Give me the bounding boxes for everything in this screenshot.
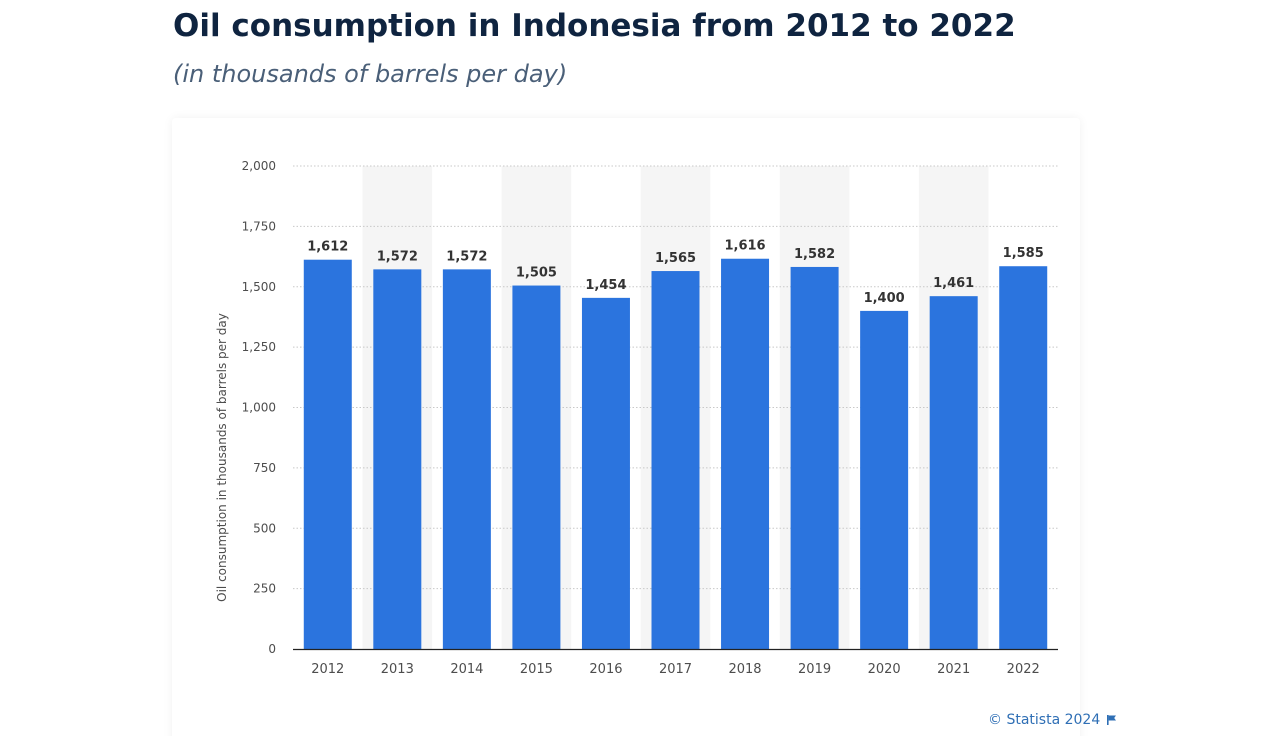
bar-2022 <box>999 266 1048 649</box>
y-tick-label: 750 <box>253 461 276 475</box>
y-tick-label: 250 <box>253 582 276 596</box>
y-tick-label: 1,000 <box>242 401 276 415</box>
x-axis-ticks: 2012 2013 2014 2015 2016 2017 2018 2019 2020 2021… <box>311 662 1040 677</box>
y-tick-label: 1,250 <box>242 340 276 354</box>
credit-text[interactable]: © Statista 2024 <box>988 712 1101 728</box>
y-axis-title: Oil consumption in thousands of barrels … <box>215 313 229 602</box>
data-label-2022: 1,585 <box>1003 246 1044 261</box>
data-label-2018: 1,616 <box>724 239 765 254</box>
data-label-2012: 1,612 <box>307 240 348 255</box>
bar-2016 <box>581 297 630 649</box>
y-tick-label: 500 <box>253 521 276 535</box>
value-labels: 1,612 1,572 1,572 1,505 1,454 1,565 1,616 1,582… <box>307 239 1044 306</box>
y-tick-label: 1,750 <box>242 219 276 233</box>
data-label-2015: 1,505 <box>516 266 557 281</box>
y-axis-ticks: 0 250 500 750 1,000 1,250 1,500 1,750 2,000 <box>242 159 276 656</box>
chart-subtitle: (in thousands of barrels per day) <box>173 60 568 88</box>
y-tick-label: 2,000 <box>242 159 276 173</box>
data-label-2017: 1,565 <box>655 251 696 266</box>
data-label-2013: 1,572 <box>377 249 418 264</box>
data-label-2020: 1,400 <box>864 291 905 306</box>
bar-2013 <box>373 269 422 649</box>
x-tick-label-2016: 2016 <box>589 662 622 677</box>
data-label-2014: 1,572 <box>446 249 487 264</box>
data-label-2019: 1,582 <box>794 247 835 262</box>
y-tick-label: 1,500 <box>242 280 276 294</box>
x-tick-label-2013: 2013 <box>381 662 414 677</box>
bar-2015 <box>512 285 561 649</box>
data-label-2021: 1,461 <box>933 276 974 291</box>
x-tick-label-2022: 2022 <box>1007 662 1040 677</box>
bar-2012 <box>303 259 352 649</box>
bar-2014 <box>442 269 491 649</box>
chart-title: Oil consumption in Indonesia from 2012 t… <box>173 8 1016 44</box>
data-label-2016: 1,454 <box>585 278 626 293</box>
x-tick-label-2018: 2018 <box>728 662 761 677</box>
y-tick-label: 0 <box>268 642 276 656</box>
bar-2018 <box>721 258 770 649</box>
bar-2017 <box>651 271 700 649</box>
bar-chart: 0 250 500 750 1,000 1,250 1,500 1,750 2,000 1,61… <box>215 159 1058 677</box>
x-tick-label-2020: 2020 <box>868 662 901 677</box>
bar-2019 <box>790 266 839 649</box>
x-tick-label-2012: 2012 <box>311 662 344 677</box>
bar-2021 <box>929 296 978 649</box>
x-tick-label-2017: 2017 <box>659 662 692 677</box>
x-tick-label-2014: 2014 <box>450 662 483 677</box>
bars <box>303 258 1048 649</box>
x-tick-label-2015: 2015 <box>520 662 553 677</box>
x-tick-label-2019: 2019 <box>798 662 831 677</box>
x-tick-label-2021: 2021 <box>937 662 970 677</box>
bar-2020 <box>860 310 909 649</box>
chart-card: 0 250 500 750 1,000 1,250 1,500 1,750 2,000 1,61… <box>172 118 1080 736</box>
statista-credit[interactable]: © Statista 2024 <box>988 712 1118 728</box>
flag-icon[interactable] <box>1106 714 1118 726</box>
